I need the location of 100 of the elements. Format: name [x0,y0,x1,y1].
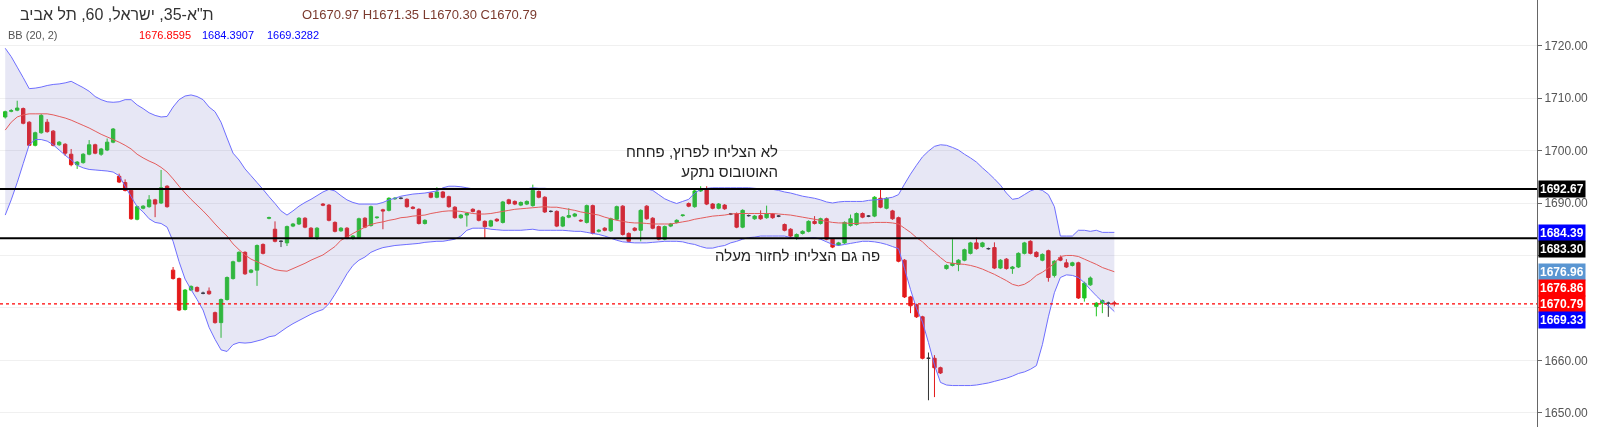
candlestick [602,226,607,232]
candlestick [692,189,697,209]
candlestick [182,288,188,312]
candlestick [860,211,865,219]
candlestick [104,137,110,152]
candlestick [170,266,176,281]
candlestick [884,196,889,210]
candlestick [770,212,775,220]
annotation: 1676.8595 [139,29,191,41]
candlestick [146,194,152,209]
annotation: לא הצליחו לפרוץ, פחחח האוטובוס נתקע [626,143,779,180]
candlestick [980,241,985,249]
y-tick-label: 1690.00 [1544,196,1589,211]
candlestick [302,216,308,229]
candlestick [1106,301,1111,318]
candlestick [422,218,428,226]
candlestick [974,237,979,251]
candlestick [734,211,739,229]
y-tick-label: 1710.00 [1544,91,1589,106]
line-series [4,113,1115,287]
text: 1684.39 [1540,226,1584,240]
candlestick [992,241,997,270]
candlestick [482,219,488,239]
candlestick [752,214,757,221]
candlestick [320,202,326,207]
candlestick [1094,301,1099,317]
candlestick [500,200,505,224]
candlestick [596,228,601,233]
candlestick [764,205,769,220]
candlestick [1070,261,1075,267]
line-series [4,139,1115,387]
candlestick [440,190,446,199]
candlestick [332,220,338,233]
y-tick-label: 1650.00 [1544,406,1589,421]
candlestick [92,143,98,155]
candlestick [236,250,242,263]
text: 1676.96 [1540,265,1584,279]
candlestick [434,186,440,199]
candlestick [1064,258,1069,269]
candlestick [740,208,745,229]
candlestick [56,140,62,147]
candlestick [380,208,386,230]
candlestick [98,147,104,157]
chart-title: ת"א-35, ישראל, 60, תל אביב [20,5,214,23]
candlestick [86,139,92,156]
ref-line-label: 1670.79 [1540,297,1584,311]
candlestick [230,260,236,281]
candlestick [410,205,416,210]
candlestick [260,242,266,255]
candlestick [1112,300,1117,307]
candlestick [812,215,817,226]
annotation: O1670.97 H1671.35 L1670.30 C1670.79 [302,7,537,22]
candlestick [872,195,877,218]
candlestick [152,198,158,218]
candlestick [446,195,452,209]
candlestick [140,204,146,210]
candlestick [590,204,595,235]
candlestick [1058,254,1063,262]
candlestick [554,209,559,228]
candlestick [158,169,164,205]
candlestick [758,209,763,221]
candlestick [584,204,589,224]
y-tick-label: 1720.00 [1544,38,1589,53]
text: 1676.86 [1540,281,1584,295]
candlestick [326,203,332,222]
annotation: פה גם הצליחו לחזור מעלה [715,247,881,264]
candlestick [458,213,464,220]
candlestick [794,232,799,241]
candlestick [716,202,721,210]
candlestick [926,352,931,401]
candlestick [1040,252,1045,262]
candlestick [176,277,182,312]
candlestick [1076,261,1081,300]
candlestick [464,211,470,228]
candlestick [920,315,925,360]
y-tick-label: 1700.00 [1544,143,1589,158]
candlestick [632,226,637,232]
candlestick [998,258,1003,270]
annotation: 1669.3282 [267,29,319,41]
candlestick [224,275,230,302]
candlestick [878,189,883,209]
candlestick [248,268,254,274]
candlestick [1046,249,1051,283]
candlestick [680,214,685,218]
candlestick [296,216,302,226]
candlestick [638,208,643,242]
text: 1669.33 [1540,313,1584,327]
y-tick-label: 1660.00 [1544,353,1589,368]
ref-line-label: 1683.30 [1540,242,1584,256]
candlestick [278,239,284,248]
annotation: BB (20, 2) [8,29,58,41]
candlestick [290,222,296,228]
annotation: 1684.3907 [202,29,254,41]
candlestick [1004,257,1009,271]
candlestick [722,203,727,211]
candlestick [488,219,494,228]
candlestick [62,142,68,157]
candlestick [686,201,691,208]
candlestick [404,197,410,209]
ref-line-label: 1692.67 [1540,182,1584,196]
